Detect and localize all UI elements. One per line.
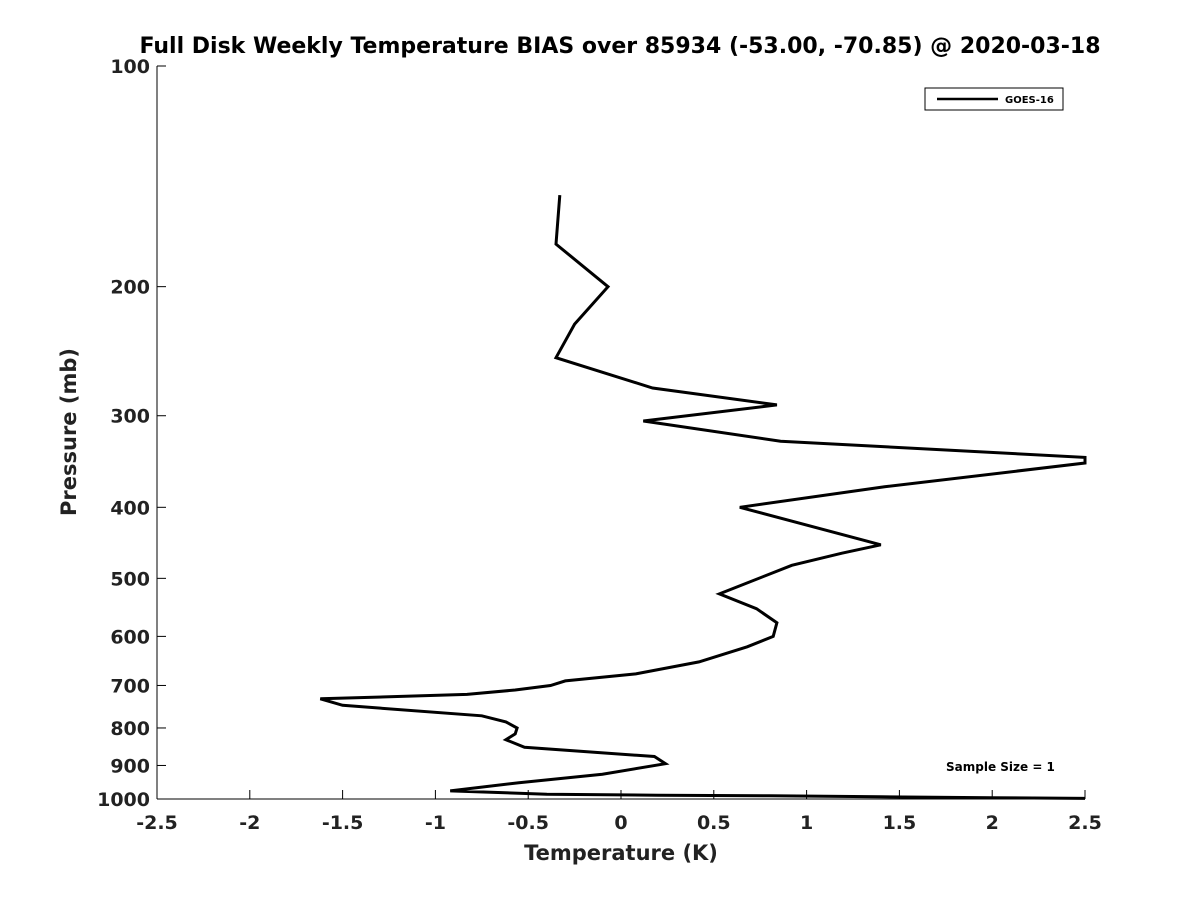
legend-entry-goes-16: GOES-16 [1005,95,1054,106]
chart-title: Full Disk Weekly Temperature BIAS over 8… [139,34,1100,59]
x-tick-label: 0.5 [697,812,731,834]
x-axis-label: Temperature (K) [524,841,718,865]
x-tick-label: 2 [986,812,999,834]
y-tick-label: 200 [110,277,150,299]
x-tick-label: 0 [614,812,627,834]
y-tick-label: 900 [110,755,150,777]
y-tick-label: 100 [110,56,150,78]
y-tick-label: 600 [110,626,150,648]
y-tick-label: 700 [110,675,150,697]
sample-size-annotation: Sample Size = 1 [946,760,1055,774]
x-tick-label: -1.5 [322,812,364,834]
series-layer [319,194,1087,800]
y-tick-label: 400 [110,497,150,519]
x-tick-label: -0.5 [507,812,549,834]
x-tick-label: 1 [800,812,813,834]
y-tick-label: 800 [110,718,150,740]
x-tick-label: 1.5 [883,812,917,834]
x-axis-ticks: -2.5 -2 -1.5 -1 -0.5 0 0.5 1 1.5 2 2.5 [136,790,1102,834]
x-tick-label: 2.5 [1068,812,1102,834]
y-axis-ticks: 100 200 300 400 500 600 700 800 900 1000 [97,56,166,811]
y-axis-label: Pressure (mb) [57,348,81,516]
y-tick-label: 1000 [97,789,150,811]
series-line-goes-16 [319,194,1087,800]
x-tick-label: -1 [425,812,446,834]
x-tick-label: -2.5 [136,812,178,834]
x-tick-label: -2 [239,812,260,834]
legend: GOES-16 [924,87,1064,111]
plot-axes [156,66,1085,800]
y-tick-label: 500 [110,568,150,590]
y-tick-label: 300 [110,406,150,428]
